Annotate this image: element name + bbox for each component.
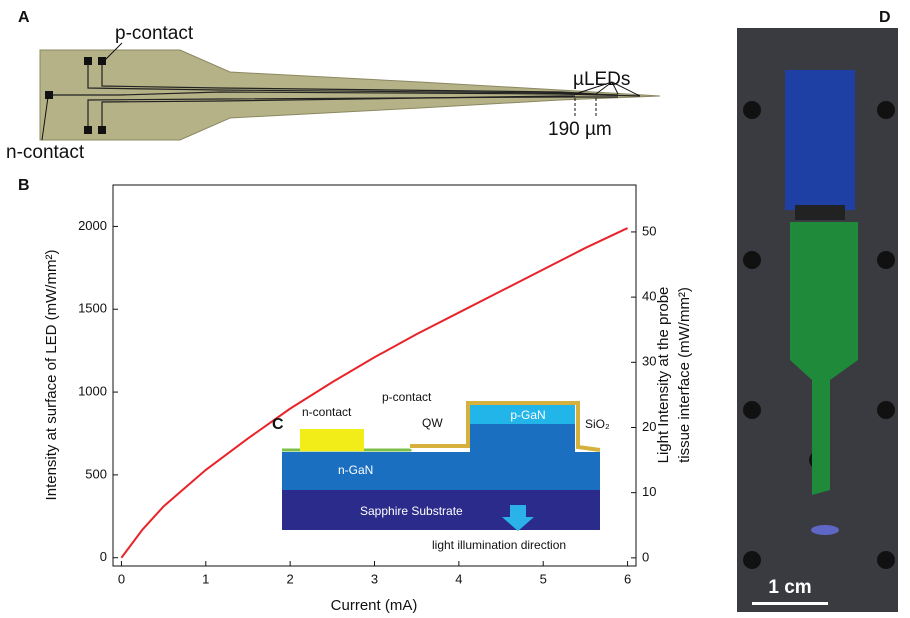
- n-gan-mesa: [470, 422, 575, 452]
- y2-tick-label: 30: [642, 354, 656, 369]
- y-axis-label: Intensity at surface of LED (mW/mm²): [43, 250, 60, 501]
- panel-a: A p-contact n-contact µLEDs 190 µm: [6, 9, 660, 163]
- panel-label: D: [879, 9, 891, 26]
- annotation: p-GaN: [510, 408, 545, 422]
- y-tick-label: 1000: [78, 384, 107, 399]
- panel-c: C n-contact p-contact QW p-GaN SiO₂ n-Ga…: [272, 390, 610, 552]
- panel-d: D 1 cm: [737, 9, 898, 612]
- y-tick-label: 2000: [78, 218, 107, 233]
- panel-label: A: [18, 9, 30, 26]
- connector-pins: [795, 205, 845, 220]
- y2-axis-label: tissue interface (mW/mm²): [676, 287, 693, 463]
- y2-tick-label: 10: [642, 484, 656, 499]
- x-tick-label: 5: [540, 571, 547, 586]
- annotation: n-contact: [302, 405, 352, 419]
- x-tick-label: 4: [455, 571, 462, 586]
- annotation: QW: [422, 416, 443, 430]
- y-tick-label: 500: [85, 466, 107, 481]
- annotation: n-GaN: [338, 463, 373, 477]
- panel-b: B Intensity at surface of LED (mW/mm²) L…: [18, 177, 693, 614]
- n-gan-layer: [282, 452, 600, 490]
- annotation: Sapphire Substrate: [360, 504, 463, 518]
- x-tick-label: 6: [624, 571, 631, 586]
- x-tick-label: 0: [118, 571, 125, 586]
- annotation: light illumination direction: [432, 538, 566, 552]
- x-axis-label: Current (mA): [331, 597, 418, 614]
- annotation: 190 µm: [548, 119, 612, 140]
- panel-label: B: [18, 177, 30, 194]
- y2-tick-label: 20: [642, 419, 656, 434]
- panel-label: C: [272, 416, 284, 433]
- y2-tick-label: 50: [642, 223, 656, 238]
- y2-tick-label: 0: [642, 549, 649, 564]
- x-tick-label: 2: [287, 571, 294, 586]
- scale-label: 1 cm: [768, 577, 811, 598]
- connector: [785, 70, 855, 210]
- n-contact-pad: [300, 429, 364, 451]
- x-tick-label: 3: [371, 571, 378, 586]
- annotation: SiO₂: [585, 417, 610, 431]
- annotation: n-contact: [6, 142, 85, 163]
- led-glow: [811, 525, 839, 535]
- figure: A p-contact n-contact µLEDs 190 µm B In: [0, 0, 910, 618]
- y-tick-label: 1500: [78, 301, 107, 316]
- y2-tick-label: 40: [642, 289, 656, 304]
- annotation: p-contact: [382, 390, 432, 404]
- x-tick-label: 1: [202, 571, 209, 586]
- y-tick-label: 0: [100, 549, 107, 564]
- y2-axis-label: Light Intensity at the probe: [655, 287, 672, 464]
- annotation: p-contact: [115, 23, 194, 44]
- scale-bar: [752, 602, 828, 605]
